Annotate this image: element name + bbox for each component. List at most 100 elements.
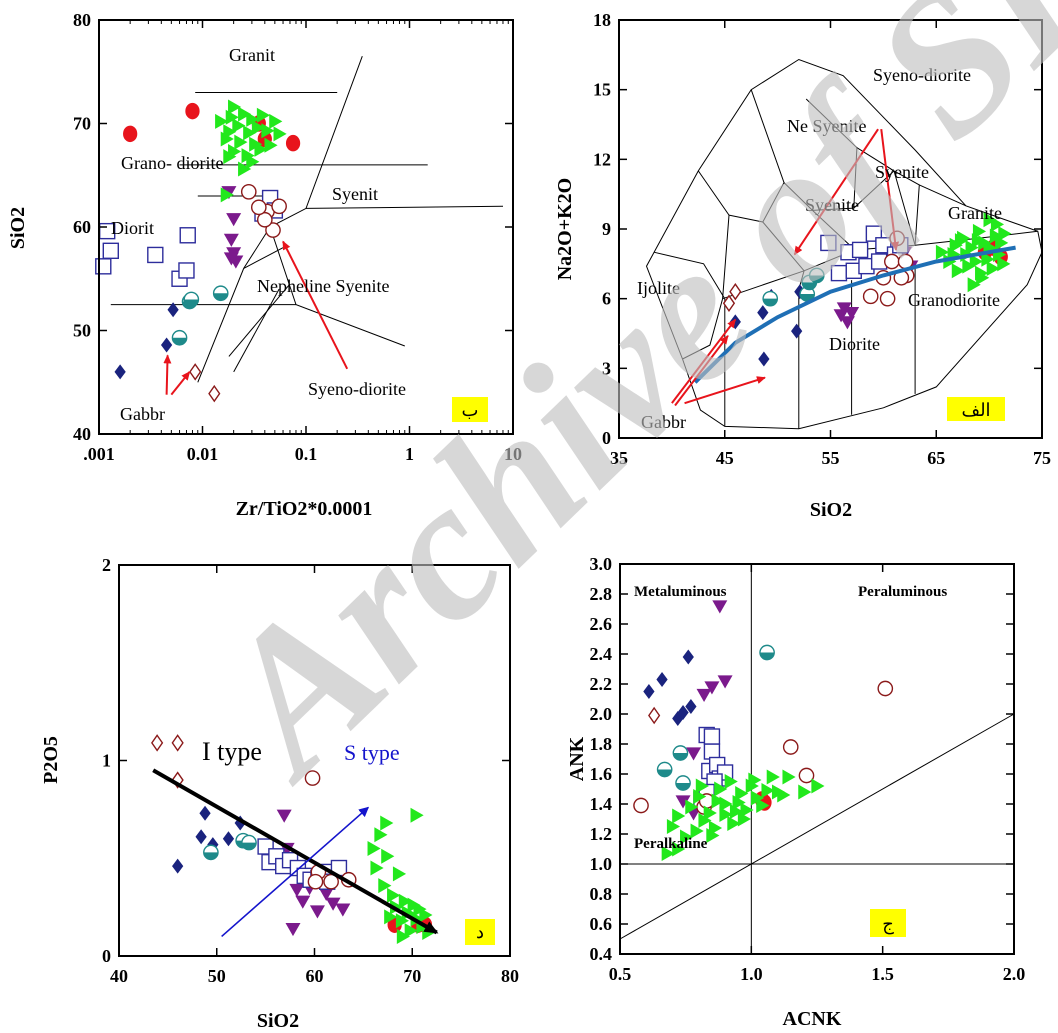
data-point-open-circle <box>271 198 287 215</box>
data-point-half-circle-fill <box>184 299 199 307</box>
data-point-open-square <box>147 246 164 264</box>
data-point-open-circle <box>265 222 281 238</box>
data-point-filled-triangle-right <box>380 815 394 831</box>
data-point-filled-triangle-right <box>724 774 738 789</box>
data-point-filled-triangle-down <box>223 233 239 247</box>
panel-b-field-diorit: Diorit <box>111 218 154 238</box>
data-point-open-circle <box>862 288 879 305</box>
data-point-filled-triangle-down <box>675 795 691 809</box>
panel-b-y-axis-label: SiO2 <box>7 207 29 249</box>
data-point-filled-triangle-right <box>990 216 1005 232</box>
data-point-filled-triangle-right <box>737 811 751 827</box>
y-tick-label: 0 <box>602 428 611 448</box>
data-point-filled-triangle-down <box>318 887 334 901</box>
x-tick-label: .001 <box>83 444 115 464</box>
data-point-filled-triangle-right <box>811 778 825 794</box>
data-point-filled-triangle-right <box>951 263 965 279</box>
data-point-half-circle-fill <box>673 753 688 761</box>
data-point-half-circle-fill <box>763 298 778 306</box>
data-point-open-circle <box>633 797 649 814</box>
data-point-filled-triangle-down <box>276 809 292 823</box>
data-point-filled-triangle-right <box>381 848 395 864</box>
data-point-filled-triangle-down <box>309 905 325 919</box>
data-point-filled-triangle-right <box>761 783 775 798</box>
data-point-filled-triangle-right <box>672 808 686 824</box>
y-tick-label: 1.6 <box>590 764 613 784</box>
data-point-open-square <box>703 743 721 760</box>
data-point-filled-triangle-right <box>273 126 287 142</box>
data-point-open-circle <box>250 199 267 216</box>
data-point-filled-triangle-right <box>935 244 950 260</box>
data-point-filled-triangle-right <box>983 212 997 228</box>
data-point-filled-triangle-right <box>390 899 404 915</box>
field-boundary-line <box>197 56 363 383</box>
panel-a-field-granodiorite: Granodiorite <box>908 290 1000 310</box>
data-point-filled-triangle-right <box>981 251 995 267</box>
data-point-filled-triangle-right <box>766 769 780 785</box>
label-arrow <box>684 376 766 405</box>
data-point-open-square <box>102 242 119 260</box>
y-tick-label: 2.8 <box>590 584 613 604</box>
data-point-filled-triangle-right <box>220 187 234 203</box>
panel-b-points <box>95 99 349 403</box>
data-point-filled-diamond <box>682 649 694 665</box>
y-tick-label: 50 <box>73 321 91 341</box>
data-point-filled-triangle-right <box>666 819 681 834</box>
data-point-filled-triangle-right <box>232 118 246 134</box>
x-tick-label: 10 <box>504 444 522 464</box>
data-point-filled-triangle-right <box>750 790 765 806</box>
panel-a-points <box>671 128 1016 407</box>
data-point-open-circle <box>256 211 273 228</box>
panel-c-fields <box>619 564 1015 954</box>
data-point-filled-triangle-down <box>289 883 305 898</box>
y-tick-label: 0.4 <box>590 944 613 964</box>
y-tick-label: 2 <box>102 555 111 575</box>
data-point-filled-triangle-right <box>698 813 712 828</box>
data-point-filled-triangle-right <box>729 804 744 819</box>
x-tick-label: 0.01 <box>187 444 219 464</box>
data-point-filled-triangle-right <box>998 226 1012 242</box>
panel-d-plot-area <box>118 564 511 957</box>
y-tick-label: 1.2 <box>590 824 613 844</box>
data-point-filled-diamond <box>195 829 207 845</box>
data-point-open-square <box>178 262 195 279</box>
panel-b-field-gabbr: Gabbr <box>120 404 165 424</box>
field-boundary-line <box>653 251 726 299</box>
panel-b-plot-area <box>98 19 514 435</box>
y-tick-label: 6 <box>602 289 611 309</box>
y-tick-label: 40 <box>73 424 91 444</box>
panel-d-points <box>151 734 436 944</box>
data-point-filled-diamond <box>729 314 741 330</box>
data-point-open-circle <box>877 680 894 697</box>
data-point-filled-triangle-down <box>704 681 720 695</box>
panel-a-y-axis-label: Na2O+K2O <box>554 178 576 281</box>
x-tick-label: 2.0 <box>1003 964 1026 984</box>
data-point-filled-triangle-right <box>997 256 1011 272</box>
data-point-filled-triangle-down <box>325 897 341 911</box>
data-point-filled-triangle-down <box>836 302 852 316</box>
data-point-filled-triangle-down <box>712 600 728 614</box>
data-point-filled-triangle-right <box>238 161 252 177</box>
data-point-filled-triangle-right <box>387 887 401 903</box>
label-arrow <box>880 129 900 251</box>
data-point-filled-triangle-down <box>717 675 733 689</box>
y-tick-label: 3 <box>602 358 611 378</box>
y-tick-label: 1.8 <box>590 734 613 754</box>
y-tick-label: 1.4 <box>590 794 613 814</box>
data-point-filled-triangle-right <box>243 125 257 141</box>
label-arrow <box>170 371 191 396</box>
panel-d-y-axis-label: P2O5 <box>40 736 62 784</box>
field-boundary-line <box>305 205 504 209</box>
data-point-open-circle <box>879 290 896 307</box>
panel-c-label-badge <box>870 909 906 937</box>
data-point-filled-diamond <box>160 337 173 353</box>
panel-b: 40 50 60 70 80 .001 0.01 0.1 1 10 Granit Grano- d… <box>7 10 522 520</box>
data-point-filled-triangle-right <box>238 106 252 122</box>
data-point-filled-circle <box>123 125 138 143</box>
panel-a: 0 3 6 9 12 15 18 35 45 55 65 75 Syeno-diorite Ne Sy… <box>554 10 1051 521</box>
data-point-filled-triangle-right <box>264 137 278 153</box>
data-point-filled-triangle-right <box>708 820 723 836</box>
data-point-filled-triangle-right <box>401 905 415 921</box>
panel-b-x-axis-label: Zr/TiO2*0.0001 <box>236 498 373 520</box>
